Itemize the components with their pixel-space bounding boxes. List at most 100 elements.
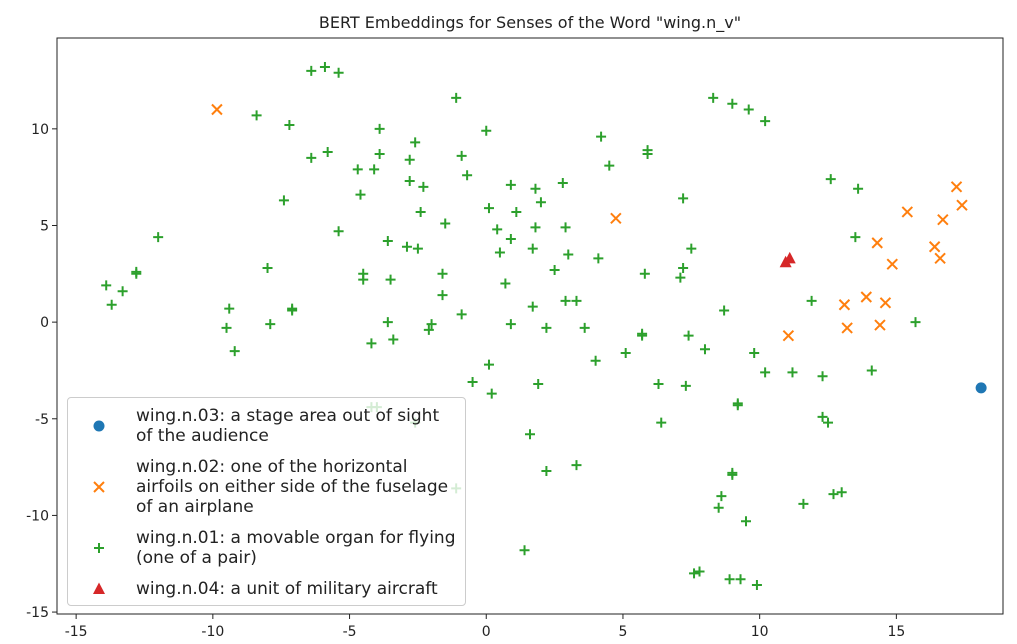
point xyxy=(751,580,762,591)
point xyxy=(871,237,883,249)
point xyxy=(535,197,546,208)
point xyxy=(265,319,276,330)
x-tick-label: 15 xyxy=(887,624,905,640)
x-tick-label: -5 xyxy=(343,624,357,640)
y-tick-label: 10 xyxy=(31,122,49,138)
y-tick-label: -15 xyxy=(26,605,49,621)
point xyxy=(456,309,467,320)
point xyxy=(886,258,898,270)
point xyxy=(740,516,751,527)
legend-marker-box xyxy=(93,481,105,493)
point xyxy=(716,491,727,502)
point xyxy=(828,489,839,500)
point xyxy=(382,235,393,246)
point xyxy=(823,417,834,428)
point xyxy=(689,568,700,579)
point xyxy=(782,329,795,342)
point xyxy=(760,116,771,127)
point xyxy=(541,465,552,476)
legend-marker xyxy=(94,543,104,553)
point xyxy=(262,263,273,274)
point xyxy=(593,253,604,264)
legend-item: wing.n.03: a stage area out of sight of … xyxy=(74,406,459,446)
point xyxy=(333,226,344,237)
point xyxy=(467,377,478,388)
point xyxy=(735,574,746,585)
point xyxy=(284,119,295,130)
point xyxy=(956,199,968,211)
point xyxy=(366,338,377,349)
point xyxy=(500,278,511,289)
point xyxy=(505,234,516,245)
point xyxy=(853,183,864,194)
point xyxy=(117,286,128,297)
point xyxy=(639,268,650,279)
legend-item: wing.n.01: a movable organ for flying (o… xyxy=(74,528,459,568)
legend-item: wing.n.04: a unit of military aircraft xyxy=(74,579,459,599)
point xyxy=(287,305,298,316)
point xyxy=(866,365,877,376)
point xyxy=(404,154,415,165)
point xyxy=(937,213,949,226)
point xyxy=(415,206,426,217)
point xyxy=(412,243,423,254)
point xyxy=(530,222,541,233)
point xyxy=(388,334,399,345)
point xyxy=(333,67,344,78)
point xyxy=(560,295,571,306)
point xyxy=(106,299,117,310)
plot-frame xyxy=(56,37,1004,615)
point xyxy=(874,319,886,331)
point xyxy=(604,160,615,171)
point xyxy=(841,322,853,334)
point xyxy=(596,131,607,142)
point xyxy=(374,148,385,159)
point xyxy=(678,263,689,274)
legend: wing.n.03: a stage area out of sight of … xyxy=(67,397,466,606)
point xyxy=(456,150,467,161)
legend-marker-box xyxy=(93,582,105,594)
point xyxy=(224,303,235,314)
point xyxy=(783,251,796,264)
point xyxy=(440,218,451,229)
point xyxy=(549,264,560,275)
point xyxy=(694,566,705,577)
point xyxy=(610,212,622,225)
legend-marker-box xyxy=(93,420,105,432)
point xyxy=(505,319,516,330)
point xyxy=(527,243,538,254)
point xyxy=(101,280,112,291)
point xyxy=(483,359,494,370)
point xyxy=(306,65,317,76)
point xyxy=(404,176,415,187)
point xyxy=(483,203,494,214)
point xyxy=(557,177,568,188)
point xyxy=(656,417,667,428)
point xyxy=(352,164,363,175)
point xyxy=(505,179,516,190)
point xyxy=(850,232,861,243)
point xyxy=(519,545,530,556)
point xyxy=(678,193,689,204)
point xyxy=(278,195,289,206)
legend-label: wing.n.03: a stage area out of sight of … xyxy=(136,406,440,446)
point xyxy=(724,574,735,585)
legend-label: wing.n.04: a unit of military aircraft xyxy=(136,579,438,599)
point xyxy=(369,164,380,175)
point xyxy=(494,247,505,258)
point xyxy=(527,301,538,312)
point xyxy=(910,317,921,328)
point xyxy=(358,274,369,285)
point xyxy=(131,268,142,279)
point xyxy=(760,367,771,378)
point xyxy=(950,181,963,193)
point xyxy=(401,241,412,252)
x-tick-label: -10 xyxy=(201,624,224,640)
point xyxy=(732,400,743,411)
point xyxy=(727,98,738,109)
point xyxy=(806,295,817,306)
point xyxy=(385,274,396,285)
point xyxy=(743,104,754,115)
point xyxy=(571,295,582,306)
